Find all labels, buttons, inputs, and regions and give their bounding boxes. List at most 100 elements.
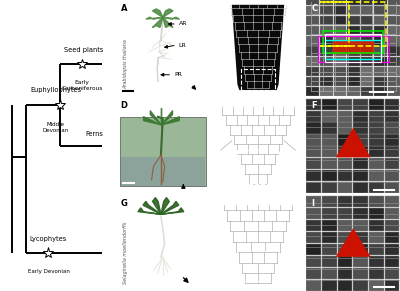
Bar: [384, 232, 399, 243]
Bar: [384, 146, 399, 157]
Bar: [338, 111, 352, 122]
Bar: [353, 268, 368, 279]
Bar: [241, 69, 275, 90]
Bar: [369, 123, 384, 134]
Text: F: F: [311, 101, 317, 110]
Bar: [322, 182, 337, 194]
Bar: [338, 99, 352, 109]
Bar: [384, 244, 399, 255]
Text: PR: PR: [174, 72, 182, 77]
Bar: [361, 67, 373, 76]
Text: Early Devonian: Early Devonian: [28, 269, 70, 274]
Bar: [374, 36, 387, 45]
Text: C: C: [311, 4, 317, 13]
Bar: [369, 268, 384, 279]
Text: Selaginella moellendorffii: Selaginella moellendorffii: [123, 222, 128, 284]
Bar: [334, 26, 346, 36]
Bar: [333, 40, 374, 54]
Bar: [361, 36, 373, 45]
Bar: [322, 158, 337, 169]
Bar: [384, 256, 399, 267]
Bar: [361, 26, 373, 36]
Bar: [322, 256, 337, 267]
Bar: [388, 56, 400, 66]
Bar: [322, 111, 337, 122]
Polygon shape: [152, 9, 163, 17]
Bar: [369, 146, 384, 157]
Text: Euphyllophytes: Euphyllophytes: [30, 87, 81, 93]
Bar: [347, 67, 360, 76]
Bar: [334, 56, 346, 66]
Bar: [353, 134, 368, 146]
Bar: [353, 208, 368, 219]
Bar: [334, 87, 346, 96]
Bar: [369, 232, 384, 243]
Bar: [338, 220, 352, 231]
Bar: [388, 6, 400, 15]
Bar: [388, 36, 400, 45]
Bar: [320, 47, 333, 56]
Bar: [338, 268, 352, 279]
Bar: [338, 280, 352, 291]
Bar: [306, 220, 321, 231]
Bar: [322, 232, 337, 243]
Bar: [322, 146, 337, 157]
Bar: [369, 196, 384, 207]
Bar: [374, 47, 387, 56]
Text: H: H: [216, 199, 223, 208]
Bar: [338, 171, 352, 182]
Bar: [353, 99, 368, 109]
Bar: [306, 56, 319, 66]
Bar: [320, 36, 333, 45]
Bar: [374, 0, 387, 5]
Bar: [347, 36, 360, 45]
Bar: [347, 77, 360, 86]
Bar: [384, 268, 399, 279]
Polygon shape: [163, 17, 180, 19]
Bar: [369, 134, 384, 146]
Bar: [306, 158, 321, 169]
Polygon shape: [163, 9, 173, 17]
Bar: [361, 47, 373, 56]
Bar: [369, 158, 384, 169]
Bar: [320, 67, 333, 76]
Bar: [306, 67, 319, 76]
Bar: [120, 117, 206, 186]
Polygon shape: [336, 128, 370, 157]
Bar: [384, 123, 399, 134]
Bar: [361, 77, 373, 86]
Text: I: I: [311, 199, 314, 208]
Bar: [353, 232, 368, 243]
Bar: [347, 0, 360, 5]
Polygon shape: [138, 208, 161, 214]
Bar: [374, 67, 387, 76]
Bar: [338, 182, 352, 194]
Bar: [374, 16, 387, 25]
Text: Ferns: Ferns: [85, 131, 103, 137]
Bar: [306, 123, 321, 134]
Text: LR: LR: [179, 42, 186, 47]
Bar: [361, 16, 373, 25]
Bar: [306, 182, 321, 194]
Bar: [388, 67, 400, 76]
Bar: [320, 0, 333, 5]
Bar: [353, 171, 368, 182]
Bar: [384, 182, 399, 194]
Bar: [322, 280, 337, 291]
Text: B: B: [216, 4, 222, 13]
Bar: [322, 208, 337, 219]
Bar: [361, 0, 373, 5]
Bar: [306, 26, 319, 36]
Bar: [374, 87, 387, 96]
Bar: [325, 33, 381, 62]
Bar: [238, 251, 278, 281]
Polygon shape: [146, 17, 163, 19]
Bar: [369, 256, 384, 267]
Bar: [353, 111, 368, 122]
Bar: [306, 280, 321, 291]
Bar: [306, 0, 319, 5]
Bar: [384, 171, 399, 182]
Bar: [388, 0, 400, 5]
Bar: [347, 87, 360, 96]
Bar: [369, 244, 384, 255]
